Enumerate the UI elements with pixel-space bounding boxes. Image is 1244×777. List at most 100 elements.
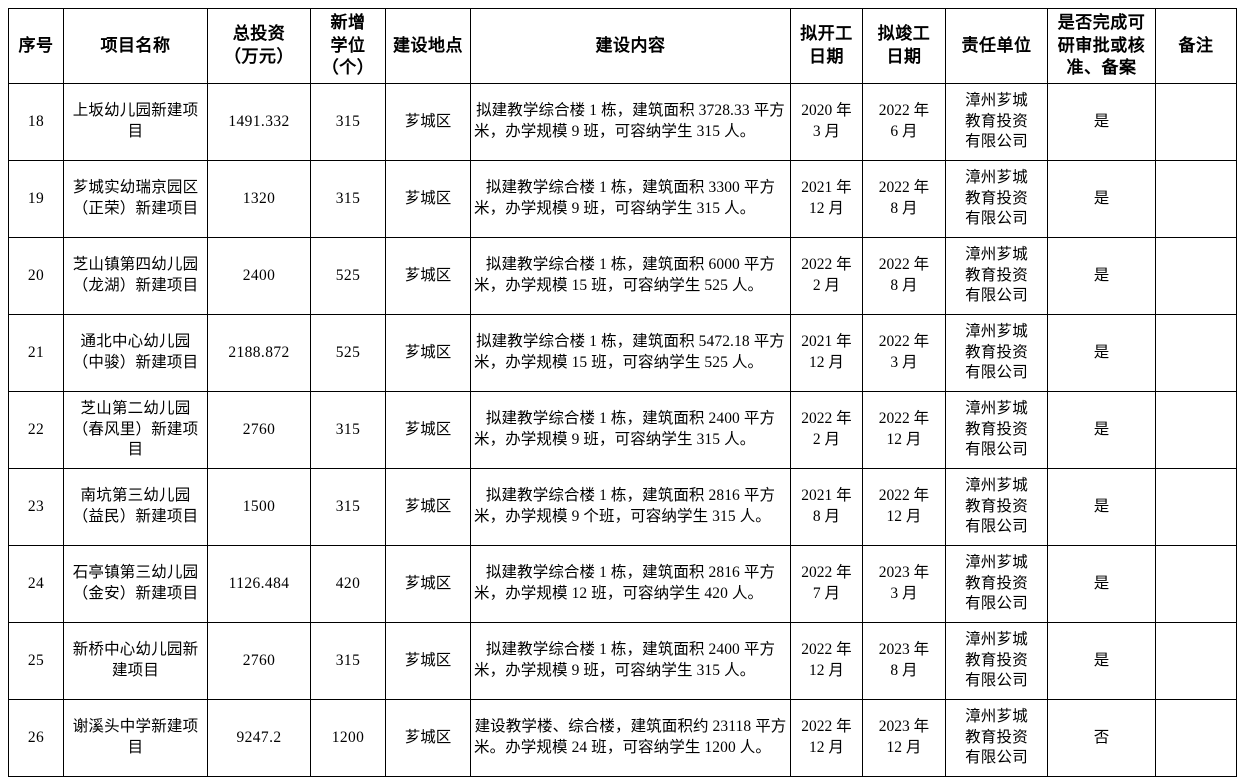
column-header-line: 拟竣工 xyxy=(877,24,931,44)
column-header-line: 准、备案 xyxy=(1066,58,1137,78)
cell-start: 2022 年 2 月 xyxy=(790,237,863,315)
cell-line: 教育投资 xyxy=(965,112,1028,130)
column-header-remark: 备注 xyxy=(1155,8,1237,84)
cell-approved: 是 xyxy=(1047,160,1156,238)
cell-line: 漳州芗城 xyxy=(965,708,1028,726)
cell-line: 2022 年 xyxy=(801,256,852,274)
cell-approved: 是 xyxy=(1047,622,1156,700)
cell-name: 新桥中心幼儿园新建项目 xyxy=(63,622,208,700)
cell-seats: 315 xyxy=(310,468,386,546)
cell-line: 2023 年 xyxy=(878,718,930,736)
table-row: 22 芝山第二幼儿园（春风里）新建项目 2760 315 芗城区 拟建教学综合楼 1 栋，… xyxy=(8,391,1237,469)
cell-approved: 是 xyxy=(1047,545,1156,623)
cell-invest: 2760 xyxy=(207,391,311,469)
cell-line: 12 月 xyxy=(809,739,844,756)
cell-invest: 1126.484 xyxy=(207,545,311,623)
cell-end: 2022 年 12 月 xyxy=(862,391,946,469)
cell-line: 有限公司 xyxy=(965,364,1028,382)
cell-name: 石亭镇第三幼儿园（金安）新建项目 xyxy=(63,545,208,623)
cell-line: 2022 年 xyxy=(801,410,852,428)
cell-remark xyxy=(1155,160,1237,238)
cell-line: 教育投资 xyxy=(965,266,1028,284)
cell-line: 6 月 xyxy=(890,123,918,140)
cell-content: 拟建教学综合楼 1 栋，建筑面积 3728.33 平方米，办学规模 9 班，可容… xyxy=(470,83,791,161)
cell-index: 23 xyxy=(8,468,64,546)
column-header-line: 新增 xyxy=(330,13,366,33)
cell-line: 教育投资 xyxy=(965,574,1028,592)
cell-line: 有限公司 xyxy=(965,441,1028,459)
cell-line: 2 月 xyxy=(812,277,841,294)
column-header-seats: 新增 学位 （个） xyxy=(310,8,386,84)
cell-start: 2020 年 3 月 xyxy=(790,83,863,161)
column-header-content: 建设内容 xyxy=(470,8,791,84)
cell-line: 教育投资 xyxy=(965,728,1028,746)
cell-line: 2020 年 xyxy=(801,102,852,120)
cell-line: 2 月 xyxy=(812,431,841,448)
project-construction-table: 序号 项目名称 总投资 （万元） 新增 学位 （个） 建设地点 建设内容 拟开工 日期 拟竣工 日期 责任… xyxy=(8,8,1237,777)
cell-invest: 2188.872 xyxy=(207,314,311,392)
cell-remark xyxy=(1155,391,1237,469)
cell-place: 芗城区 xyxy=(385,391,471,469)
column-header-line: 日期 xyxy=(886,47,922,66)
cell-invest: 2760 xyxy=(207,622,311,700)
header-row: 序号 项目名称 总投资 （万元） 新增 学位 （个） 建设地点 建设内容 拟开工 日期 拟竣工 日期 责任… xyxy=(8,8,1237,84)
cell-end: 2022 年 8 月 xyxy=(862,160,946,238)
cell-name: 上坂幼儿园新建项目 xyxy=(63,83,208,161)
cell-remark xyxy=(1155,237,1237,315)
cell-unit: 漳州芗城 教育投资 有限公司 xyxy=(945,237,1048,315)
cell-end: 2022 年 12 月 xyxy=(862,468,946,546)
cell-place: 芗城区 xyxy=(385,83,471,161)
column-header-line: 研审批或核 xyxy=(1057,35,1146,55)
cell-content: 拟建教学综合楼 1 栋，建筑面积 2400 平方米，办学规模 9 班，可容纳学生… xyxy=(470,391,791,469)
cell-approved: 否 xyxy=(1047,699,1156,777)
cell-index: 26 xyxy=(8,699,64,777)
cell-end: 2022 年 3 月 xyxy=(862,314,946,392)
cell-seats: 525 xyxy=(310,314,386,392)
cell-place: 芗城区 xyxy=(385,468,471,546)
cell-line: 12 月 xyxy=(809,662,844,679)
column-header-line: 是否完成可 xyxy=(1057,13,1146,33)
table-row: 18 上坂幼儿园新建项目 1491.332 315 芗城区 拟建教学综合楼 1 栋，建筑面… xyxy=(8,83,1237,161)
cell-unit: 漳州芗城教育投资有限公司 xyxy=(945,699,1048,777)
cell-seats: 525 xyxy=(310,237,386,315)
column-header-name: 项目名称 xyxy=(63,8,208,84)
cell-content: 拟建教学综合楼 1 栋，建筑面积 5472.18 平方米，办学规模 15 班，可… xyxy=(470,314,791,392)
cell-index: 21 xyxy=(8,314,64,392)
cell-line: 有限公司 xyxy=(965,133,1028,151)
cell-line: 2022 年 xyxy=(878,256,930,274)
column-header-end: 拟竣工 日期 xyxy=(862,8,946,84)
cell-line: 2022 年 xyxy=(878,333,930,351)
cell-line: 2021 年 xyxy=(801,179,852,197)
cell-line: 12 月 xyxy=(886,739,922,756)
cell-approved: 是 xyxy=(1047,83,1156,161)
cell-approved: 是 xyxy=(1047,391,1156,469)
cell-content: 拟建教学综合楼 1 栋，建筑面积 2816 平方米，办学规模 9 个班，可容纳学… xyxy=(470,468,791,546)
cell-seats: 1200 xyxy=(310,699,386,777)
cell-line: 漳州芗城 xyxy=(965,400,1028,418)
cell-seats: 315 xyxy=(310,622,386,700)
cell-invest: 1320 xyxy=(207,160,311,238)
column-header-line: 备注 xyxy=(1178,35,1214,55)
cell-remark xyxy=(1155,699,1237,777)
cell-line: 2022 年 xyxy=(801,718,852,736)
column-header-line: 建设内容 xyxy=(595,35,666,55)
cell-line: 3 月 xyxy=(890,354,918,371)
cell-index: 19 xyxy=(8,160,64,238)
cell-name: 谢溪头中学新建项目 xyxy=(63,699,208,777)
cell-line: 2021 年 xyxy=(801,487,852,505)
cell-remark xyxy=(1155,314,1237,392)
cell-line: 2023 年 xyxy=(878,564,930,582)
cell-name: 芝山镇第四幼儿园（龙湖）新建项目 xyxy=(63,237,208,315)
column-header-line: 拟开工 xyxy=(800,24,853,44)
document-page: 序号 项目名称 总投资 （万元） 新增 学位 （个） 建设地点 建设内容 拟开工 日期 拟竣工 日期 责任… xyxy=(8,8,1237,777)
cell-remark xyxy=(1155,545,1237,623)
table-row: 26 谢溪头中学新建项目 9247.2 1200 芗城区 建设教学楼、综合楼，建筑面积约 … xyxy=(8,699,1237,777)
cell-line: 有限公司 xyxy=(965,518,1028,536)
cell-content: 拟建教学综合楼 1 栋，建筑面积 3300 平方米，办学规模 9 班，可容纳学生… xyxy=(470,160,791,238)
cell-line: 有限公司 xyxy=(965,595,1028,613)
cell-name: 南坑第三幼儿园（益民）新建项目 xyxy=(63,468,208,546)
cell-line: 2021 年 xyxy=(801,333,852,351)
cell-line: 有限公司 xyxy=(965,749,1028,767)
column-header-line: 学位 xyxy=(330,35,366,55)
table-row: 19 芗城实幼瑞京园区（正荣）新建项目 1320 315 芗城区 拟建教学综合楼 1 栋，… xyxy=(8,160,1237,238)
